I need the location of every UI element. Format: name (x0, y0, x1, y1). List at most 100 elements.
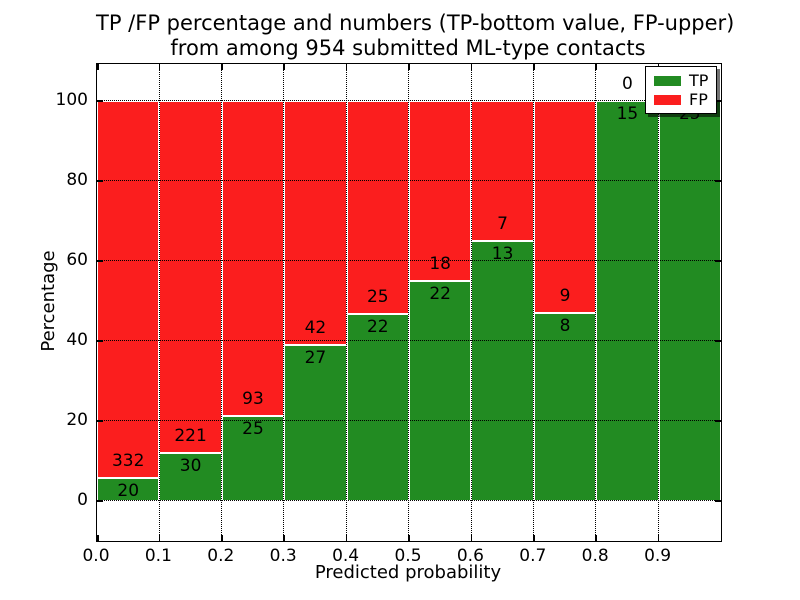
bar-segment-fp (346, 101, 409, 314)
y-tick-label: 60 (66, 250, 88, 270)
x-tick-mark-bottom (470, 535, 473, 541)
x-tick-label: 0.6 (456, 546, 484, 566)
chart-title: TP /FP percentage and numbers (TP-bottom… (96, 11, 735, 61)
y-tick-label: 80 (66, 170, 88, 190)
y-tick-label: 0 (77, 490, 88, 510)
gridline-vertical (533, 64, 535, 541)
fp-count-annotation: 9 (559, 285, 571, 306)
x-tick-mark-top (345, 64, 348, 70)
bar-segment-fp (97, 101, 160, 479)
chart-title-line-1: TP /FP percentage and numbers (TP-bottom… (96, 11, 735, 35)
y-tick-label: 20 (66, 410, 88, 430)
y-tick-mark-right (715, 180, 721, 182)
y-axis-label: Percentage (38, 250, 59, 352)
x-tick-label: 0.1 (144, 546, 172, 566)
y-tick-mark-left (97, 260, 103, 262)
x-tick-mark-top (533, 64, 535, 70)
x-tick-mark-top (221, 64, 223, 70)
tp-count-annotation: 22 (366, 316, 389, 337)
x-tick-label: 0.9 (644, 546, 672, 566)
tp-swatch-icon (654, 75, 681, 86)
bar-segment-fp (409, 101, 472, 281)
fp-count-annotation: 7 (497, 214, 508, 234)
x-tick-mark-bottom (408, 535, 410, 541)
x-tick-label: 0.8 (581, 546, 609, 566)
y-tick-mark-right (715, 340, 721, 342)
gridline-horizontal (97, 100, 721, 102)
y-tick-mark-right (715, 260, 721, 262)
y-tick-mark-right (715, 420, 721, 422)
tp-count-annotation: 30 (179, 456, 202, 476)
bar-segment-tp (471, 241, 534, 501)
fp-count-annotation: 332 (111, 451, 145, 472)
legend-item-label: FP (689, 90, 708, 109)
gridline-vertical (470, 64, 472, 541)
y-tick-mark-left (97, 100, 103, 102)
fp-count-annotation: 93 (242, 389, 264, 410)
x-tick-mark-top (97, 64, 99, 70)
x-axis-label: Predicted probability (314, 562, 502, 583)
tp-count-annotation: 15 (616, 104, 639, 124)
x-tick-label: 0.0 (82, 546, 110, 566)
x-tick-mark-bottom (221, 535, 223, 541)
gridline-vertical (408, 64, 410, 541)
gridline-vertical (595, 64, 597, 541)
bar-segment-fp (471, 101, 534, 241)
fp-count-annotation: 18 (429, 254, 451, 274)
x-tick-label: 0.5 (394, 546, 422, 566)
x-tick-mark-bottom (533, 535, 535, 541)
tp-count-annotation: 13 (491, 244, 514, 264)
bar-segment-fp (221, 101, 285, 417)
y-tick-label: 100 (55, 90, 88, 110)
x-tick-mark-top (470, 64, 473, 70)
bar-segment-tp (658, 101, 721, 501)
chart-title-line-2: from among 954 submitted ML-type contact… (170, 36, 646, 60)
x-tick-mark-top (283, 64, 285, 70)
gridline-horizontal (97, 180, 721, 182)
tp-count-annotation: 20 (117, 481, 140, 502)
y-tick-mark-left (97, 500, 103, 502)
x-tick-mark-top (408, 64, 410, 70)
gridline-horizontal (97, 420, 721, 422)
x-tick-mark-top (595, 64, 597, 70)
plot-area: 332 20 221 30 93 25 42 27 25 22 18 22 7 13 9 8 0 15 25 (96, 63, 722, 542)
bar-segment-fp (159, 101, 222, 453)
x-tick-mark-bottom (283, 535, 285, 541)
gridline-vertical (657, 64, 659, 541)
tp-count-annotation: 22 (429, 284, 451, 304)
y-tick-label: 40 (66, 330, 88, 350)
gridline-vertical (158, 64, 160, 541)
bar-segment-tp (346, 313, 409, 501)
y-tick-mark-right (715, 500, 721, 502)
gridline-horizontal (97, 500, 721, 502)
x-tick-mark-bottom (345, 535, 348, 541)
legend-item-fp: FP (654, 90, 708, 109)
bar-segment-fp (284, 101, 347, 345)
legend-item-label: TP (689, 71, 709, 90)
x-tick-mark-bottom (657, 535, 660, 541)
x-tick-label: 0.2 (207, 546, 235, 566)
legend: TP FP (645, 66, 718, 114)
x-tick-mark-top (158, 64, 161, 70)
y-tick-mark-right (715, 100, 721, 102)
fp-swatch-icon (654, 94, 681, 105)
tp-count-annotation: 27 (304, 347, 327, 368)
fp-count-annotation: 0 (621, 74, 633, 94)
bar-segment-tp (533, 312, 597, 501)
bar-segment-fp (533, 101, 597, 313)
gridline-vertical (221, 64, 223, 541)
fp-count-annotation: 221 (174, 426, 207, 446)
bar-segment-tp (284, 344, 347, 501)
x-tick-label: 0.3 (269, 546, 297, 566)
gridline-vertical (283, 64, 285, 541)
x-tick-mark-bottom (158, 535, 161, 541)
y-tick-mark-left (97, 180, 103, 182)
x-tick-label: 0.7 (519, 546, 547, 566)
gridline-vertical (345, 64, 347, 541)
x-tick-mark-bottom (97, 535, 99, 541)
legend-item-tp: TP (654, 71, 708, 90)
fp-count-annotation: 42 (304, 317, 327, 338)
bar-segment-tp (221, 416, 285, 501)
bar-segment-tp (596, 101, 659, 501)
